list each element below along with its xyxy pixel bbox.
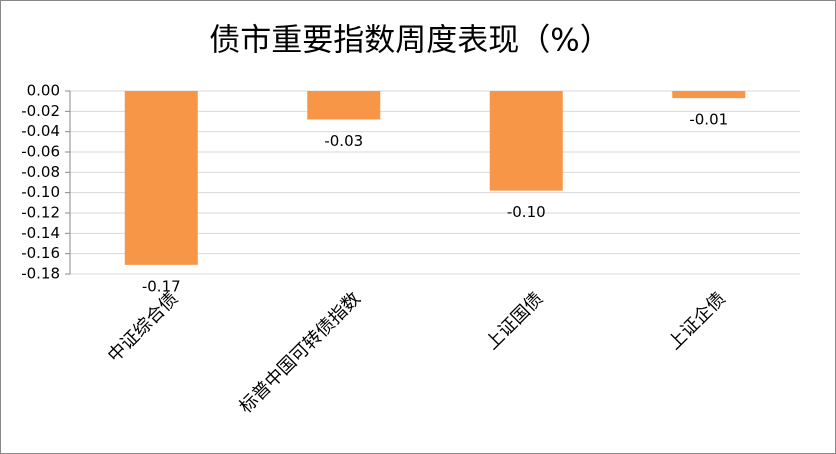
data-label: -0.01 xyxy=(689,111,728,129)
y-tick-label: 0.00 xyxy=(27,82,60,100)
y-tick-label: -0.04 xyxy=(21,122,60,140)
bar xyxy=(489,91,563,191)
y-tick-label: -0.02 xyxy=(21,102,60,120)
data-label: -0.10 xyxy=(507,203,546,221)
y-tick-label: -0.14 xyxy=(21,224,60,242)
chart-title: 债市重要指数周度表现（%） xyxy=(209,23,610,59)
y-tick-label: -0.12 xyxy=(21,204,60,222)
y-tick-label: -0.08 xyxy=(21,163,60,181)
y-tick-label: -0.18 xyxy=(21,265,60,283)
bar xyxy=(307,91,381,120)
data-label: -0.17 xyxy=(142,277,181,295)
y-tick-label: -0.06 xyxy=(21,143,60,161)
bar xyxy=(124,91,198,265)
y-tick-label: -0.10 xyxy=(21,183,60,201)
data-label: -0.03 xyxy=(324,132,363,150)
y-tick-label: -0.16 xyxy=(21,244,60,262)
bar xyxy=(672,91,746,99)
